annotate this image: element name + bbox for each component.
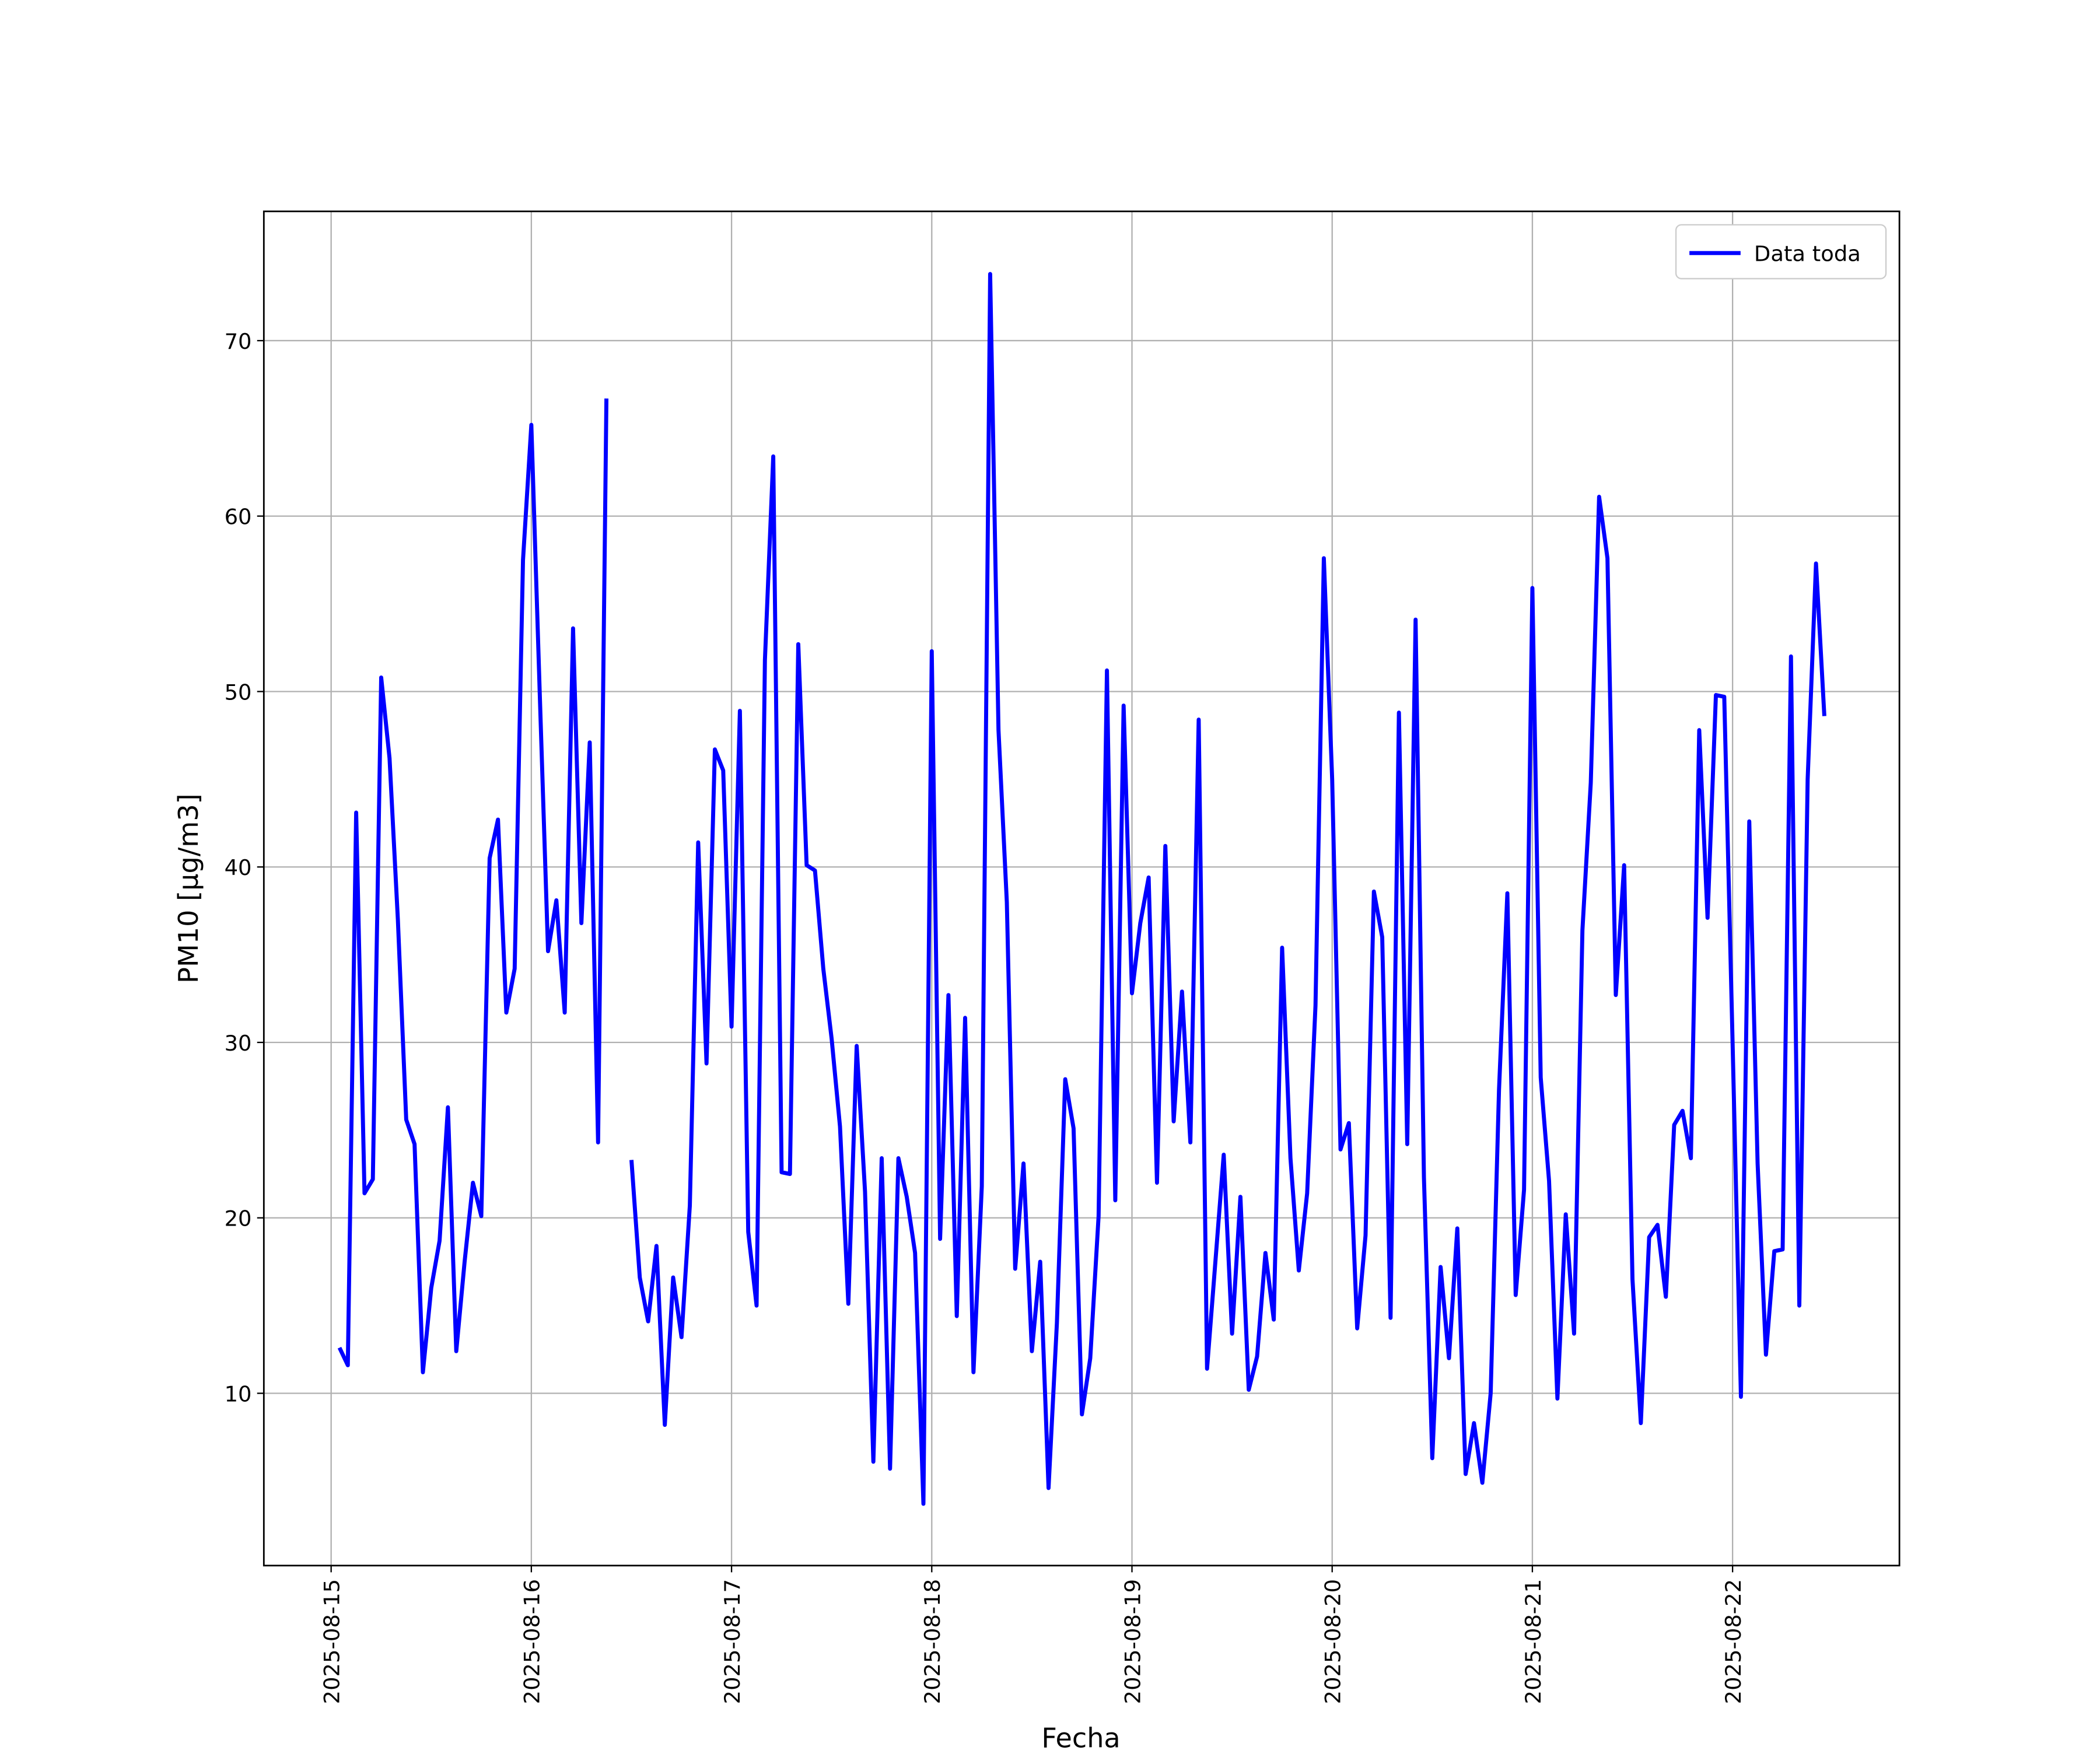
x-tick-label: 2025-08-17: [720, 1579, 745, 1704]
x-tick-label: 2025-08-16: [520, 1579, 545, 1704]
y-tick-label: 50: [225, 680, 252, 705]
legend-box: [1675, 224, 1887, 279]
x-axis-label: Fecha: [1041, 1722, 1120, 1750]
y-tick-label: 30: [225, 1031, 252, 1056]
y-tick-label: 40: [225, 855, 252, 880]
y-tick-label: 60: [225, 505, 252, 530]
x-tick-label: 2025-08-22: [1721, 1579, 1746, 1704]
x-tick-label: 2025-08-18: [920, 1579, 945, 1704]
y-tick-label: 20: [225, 1206, 252, 1231]
x-tick-label: 2025-08-19: [1120, 1579, 1145, 1704]
y-tick-label: 70: [225, 329, 252, 354]
x-tick-label: 2025-08-21: [1521, 1579, 1546, 1704]
x-tick-label: 2025-08-15: [320, 1579, 345, 1704]
x-tick-label: 2025-08-20: [1321, 1579, 1346, 1704]
plot-frame: [262, 210, 1901, 1567]
data-line: [337, 272, 1826, 1506]
legend-label: Data toda: [1754, 242, 1861, 267]
y-axis-label: PM10 [μg/m3]: [173, 793, 204, 984]
y-tick-label: 10: [225, 1381, 252, 1406]
